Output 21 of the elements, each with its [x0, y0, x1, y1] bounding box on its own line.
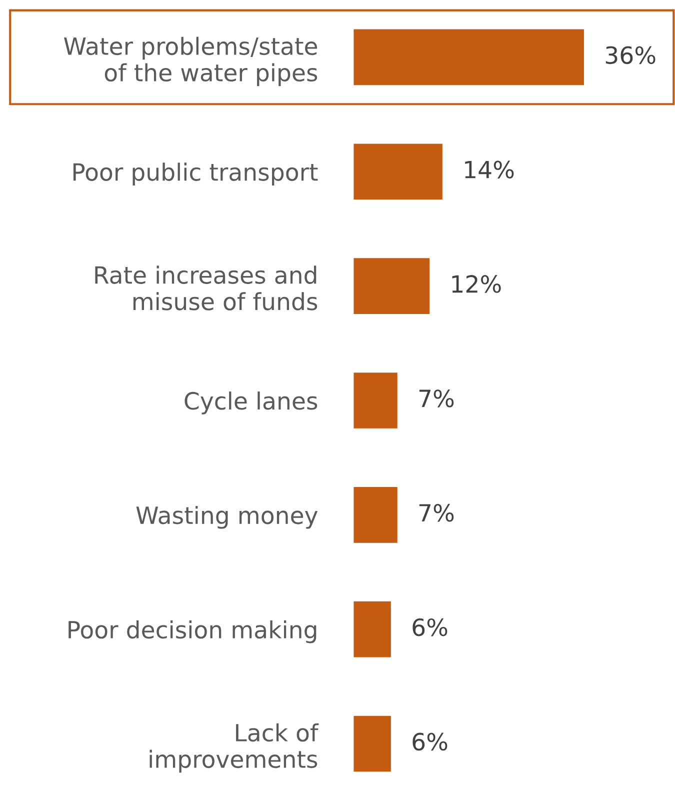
- bar: [353, 486, 399, 544]
- y-tick-label: Poor public transport: [73, 162, 318, 186]
- bar: [353, 142, 444, 201]
- y-tick-label: Wasting money: [136, 506, 318, 529]
- bar: [353, 371, 399, 430]
- data-label: 14%: [465, 160, 514, 178]
- y-tick-label: Water problems/state of the water pipes: [64, 36, 318, 86]
- data-label: 12%: [452, 275, 501, 293]
- y-tick-label: Poor decision making: [68, 620, 316, 644]
- bar: [353, 28, 586, 87]
- data-label: 6%: [412, 618, 448, 636]
- y-tick-label: Rate increases and misuse of funds: [95, 266, 318, 310]
- bar: [353, 256, 431, 316]
- data-label: 7%: [419, 389, 454, 408]
- bar: [353, 600, 392, 659]
- data-label: 6%: [412, 732, 448, 751]
- y-tick-label: Lack of improvements: [150, 723, 319, 773]
- y-tick-label: Cycle lanes: [184, 392, 318, 414]
- data-label: 36%: [606, 46, 656, 64]
- bar: [353, 714, 392, 774]
- data-label: 7%: [419, 504, 454, 522]
